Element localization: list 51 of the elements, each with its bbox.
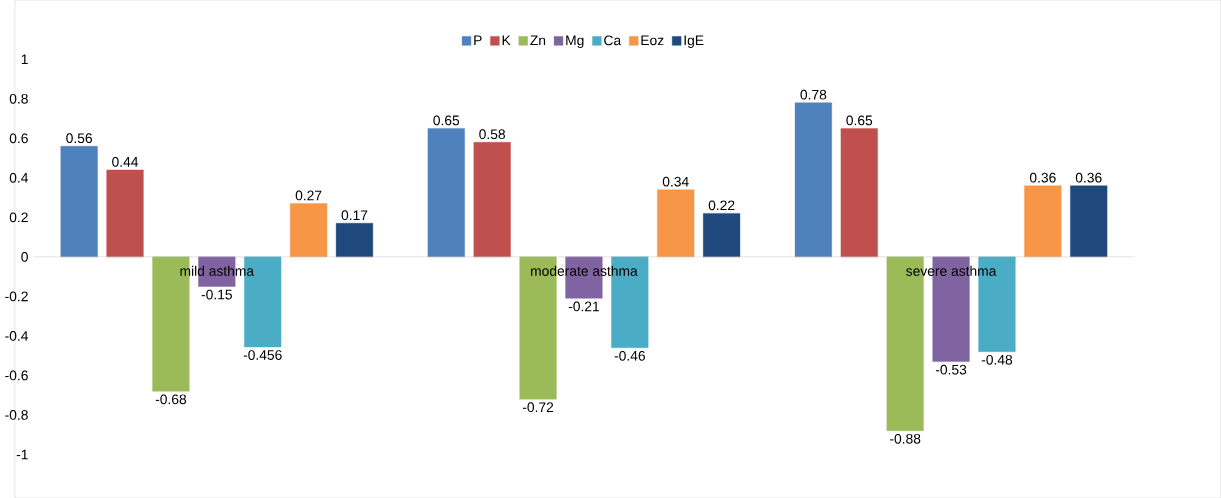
bar xyxy=(1024,185,1062,257)
legend-label: Mg xyxy=(566,35,584,48)
legend-label: Eoz xyxy=(641,35,664,46)
data-label: -0.72 xyxy=(522,402,554,413)
bar xyxy=(106,169,144,257)
legend-label: K xyxy=(502,35,511,45)
data-label: -0.48 xyxy=(981,354,1013,365)
bar xyxy=(290,203,328,257)
data-label: 0.17 xyxy=(341,210,368,221)
y-tick-label: 0.4 xyxy=(9,172,29,183)
data-label: 0.65 xyxy=(846,115,873,126)
bar xyxy=(657,189,695,257)
bar xyxy=(427,128,465,257)
y-tick-label: -0.4 xyxy=(5,330,29,341)
legend-label: Ca xyxy=(604,35,622,46)
y-tick-label: 0.6 xyxy=(9,133,28,144)
data-label: -0.46 xyxy=(614,350,645,361)
data-label: 0.36 xyxy=(1075,172,1102,183)
bar xyxy=(1070,185,1108,257)
legend-label: Zn xyxy=(530,35,546,45)
y-tick-label: -1 xyxy=(16,449,28,460)
bar xyxy=(703,213,741,257)
y-tick-label: 0 xyxy=(21,251,28,262)
y-tick-label: -0.2 xyxy=(5,291,28,302)
y-tick-label: 1 xyxy=(21,54,28,64)
data-label: -0.456 xyxy=(243,350,282,360)
bar xyxy=(473,141,511,257)
data-label: 0.34 xyxy=(662,176,689,187)
data-label: -0.53 xyxy=(935,364,967,375)
bar xyxy=(335,223,374,257)
bar xyxy=(840,128,878,257)
data-label: -0.88 xyxy=(890,433,921,444)
bar xyxy=(60,145,98,257)
data-label: -0.15 xyxy=(201,289,232,300)
y-tick-label: 0.8 xyxy=(9,93,28,104)
data-label: -0.21 xyxy=(568,301,600,312)
data-label: 0.56 xyxy=(66,133,92,143)
bar xyxy=(794,102,832,257)
legend-label: IgE xyxy=(684,35,704,48)
data-label: 0.78 xyxy=(800,89,827,100)
data-label: 0.36 xyxy=(1029,172,1056,183)
data-label: 0.44 xyxy=(112,156,139,167)
legend-label: P xyxy=(474,35,482,45)
data-label: 0.65 xyxy=(433,115,460,126)
y-tick-label: 0.2 xyxy=(9,212,28,223)
data-label: 0.27 xyxy=(295,190,322,201)
data-label: 0.58 xyxy=(479,129,505,140)
data-label: -0.68 xyxy=(155,394,187,405)
data-label: 0.22 xyxy=(708,200,735,211)
y-tick-label: -0.6 xyxy=(5,370,28,381)
y-tick-label: -0.8 xyxy=(5,409,28,420)
